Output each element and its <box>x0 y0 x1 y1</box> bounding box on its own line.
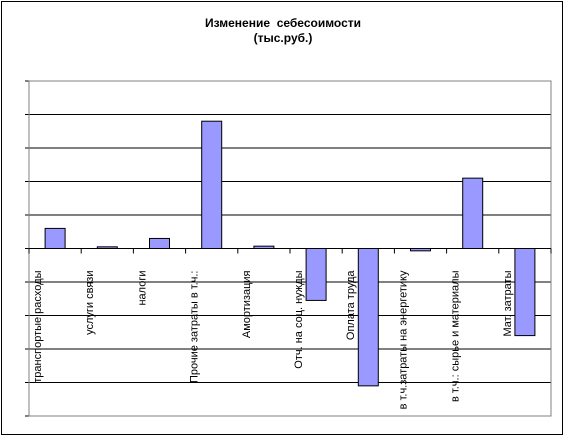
bar <box>44 227 66 249</box>
chart-subtitle: (тыс.руб.) <box>253 31 313 45</box>
x-tick-label: Оплата труда <box>345 270 357 340</box>
bar <box>305 248 327 301</box>
x-tick-label: транспортые расходы <box>32 270 44 382</box>
x-tick-label: Амортизация <box>241 270 253 338</box>
x-tick-label: услуги связи <box>84 271 96 335</box>
x-tick-label: налоги <box>136 271 148 306</box>
x-tick-label: в т.ч.: сырье и материалы <box>450 270 462 402</box>
bar <box>201 120 223 249</box>
bar <box>462 177 484 249</box>
bar <box>514 248 536 337</box>
chart-title: Изменение себесоимости <box>204 16 362 30</box>
x-tick-label: Отч. на соц. нужды <box>293 270 305 368</box>
bar <box>149 237 170 249</box>
x-tick-label: в т.ч.затраты на энергетику <box>397 270 409 409</box>
bar <box>357 248 379 387</box>
chart-title-block: Изменение себесоимости (тыс.руб.) <box>0 16 566 46</box>
x-tick-label: Мат. затраты <box>502 270 514 336</box>
x-tick-label: Прочие затраты в т.ч.: <box>189 271 201 384</box>
